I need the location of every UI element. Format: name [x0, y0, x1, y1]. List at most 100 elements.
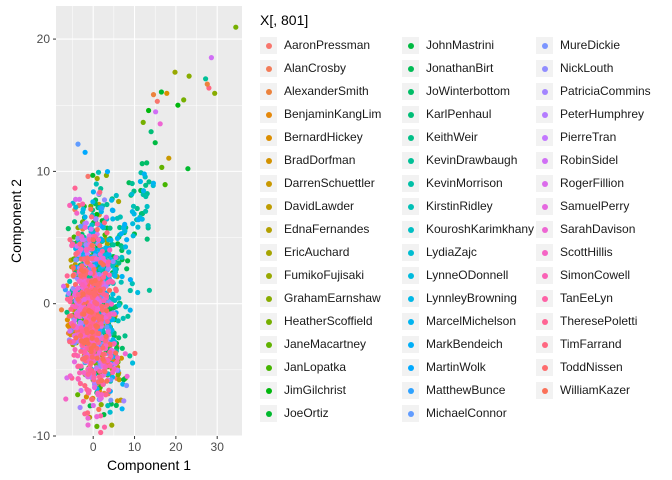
legend-swatch: [266, 296, 272, 302]
legend-label: RogerFillion: [560, 176, 625, 190]
data-point: [93, 307, 100, 313]
data-point: [113, 192, 119, 199]
legend-label: HeatherScoffield: [284, 314, 373, 328]
data-point: [172, 69, 178, 75]
data-point: [66, 313, 72, 319]
legend-label: KevinMorrison: [426, 176, 503, 190]
legend-label: WilliamKazer: [560, 383, 631, 397]
data-point: [109, 197, 115, 203]
legend-swatch: [542, 342, 548, 348]
data-point: [118, 355, 124, 361]
data-point: [91, 384, 98, 391]
y-tick-label: 20: [37, 32, 51, 46]
data-point: [104, 201, 110, 208]
legend-key: [260, 129, 277, 146]
legend-key: [536, 37, 553, 54]
x-tick-label: 0: [90, 440, 97, 454]
data-point: [97, 243, 103, 249]
data-point: [89, 354, 95, 360]
data-point: [88, 360, 94, 366]
data-point: [103, 214, 109, 220]
legend-swatch: [408, 181, 414, 187]
data-point: [83, 319, 89, 325]
data-point: [101, 298, 107, 304]
data-point: [81, 340, 87, 346]
data-point: [87, 270, 93, 276]
data-point: [101, 197, 108, 203]
legend-label: DavidLawder: [284, 199, 355, 213]
data-point: [70, 323, 76, 329]
data-point: [111, 311, 117, 317]
data-point: [75, 363, 81, 369]
legend-key: [536, 313, 553, 330]
legend-label: MichaelConnor: [426, 406, 507, 420]
data-point: [109, 207, 115, 213]
legend-label: SamuelPerry: [560, 199, 630, 213]
data-point: [72, 219, 78, 225]
data-point: [120, 315, 126, 321]
data-point: [116, 295, 122, 301]
legend-swatch: [266, 342, 272, 348]
data-point: [103, 338, 109, 344]
legend-swatch: [408, 411, 414, 417]
data-point: [124, 237, 130, 243]
data-point: [125, 313, 131, 319]
legend-label: PeterHumphrey: [560, 107, 645, 121]
legend-label: TheresePoletti: [560, 314, 638, 328]
legend-key: [536, 83, 553, 100]
data-point: [68, 306, 74, 312]
data-point: [99, 392, 105, 398]
data-point: [107, 409, 113, 415]
legend-key: [260, 244, 277, 261]
legend-swatch: [542, 89, 548, 95]
data-point: [94, 211, 100, 218]
data-point: [99, 377, 105, 384]
data-point: [110, 291, 116, 297]
legend-label: LynneODonnell: [426, 268, 509, 282]
data-point: [95, 237, 102, 243]
legend-label: DarrenSchuettler: [284, 176, 375, 190]
legend-swatch: [266, 43, 272, 49]
data-point: [127, 287, 133, 294]
data-point: [71, 359, 78, 365]
data-point: [67, 202, 73, 208]
data-point: [88, 214, 95, 220]
data-point: [122, 351, 128, 357]
data-point: [127, 307, 133, 313]
data-point: [102, 369, 108, 375]
data-point: [152, 140, 158, 146]
legend-key: [402, 267, 419, 284]
data-point: [115, 318, 121, 324]
data-point: [67, 339, 73, 345]
data-point: [106, 287, 113, 293]
data-point: [101, 220, 108, 226]
legend-swatch: [542, 273, 548, 279]
data-point: [79, 282, 85, 288]
legend-swatch: [542, 135, 548, 141]
data-point: [110, 216, 116, 222]
data-point: [135, 289, 141, 296]
data-point: [124, 266, 130, 272]
data-point: [99, 205, 105, 211]
legend-swatch: [542, 204, 548, 210]
legend-key: [402, 198, 419, 215]
data-point: [98, 321, 104, 327]
legend-key: [402, 221, 419, 238]
legend-label: RobinSidel: [560, 153, 619, 167]
data-point: [80, 398, 86, 404]
grid-major: [56, 6, 242, 437]
legend-key: [260, 313, 277, 330]
data-point: [94, 324, 101, 330]
legend-swatch: [266, 112, 272, 118]
legend-key: [260, 336, 277, 353]
legend-label: KouroshKarimkhany: [426, 222, 535, 236]
data-point: [86, 236, 92, 243]
data-point: [141, 171, 147, 177]
data-point: [73, 196, 79, 202]
data-point: [104, 378, 110, 384]
data-point: [83, 220, 89, 226]
data-point: [162, 182, 168, 188]
data-point: [88, 309, 94, 315]
legend-label: MarkBendeich: [426, 337, 503, 351]
legend: X[, 801] AaronPressman AlanCrosby Alexande…: [258, 8, 668, 428]
